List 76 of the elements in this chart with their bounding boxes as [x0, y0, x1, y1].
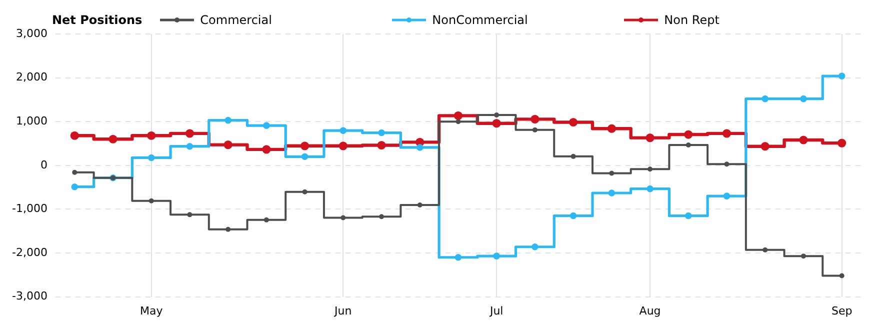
point: [456, 119, 461, 124]
point: [379, 214, 384, 220]
point: [608, 190, 616, 196]
point: [300, 142, 310, 150]
point: [454, 254, 462, 261]
point: [264, 217, 269, 222]
point: [532, 127, 538, 132]
point: [493, 252, 500, 260]
point: [686, 142, 691, 148]
point: [148, 154, 155, 162]
point: [570, 154, 576, 159]
point: [762, 95, 768, 102]
point: [609, 170, 614, 176]
x-tick-label: Aug: [639, 304, 661, 318]
point: [799, 136, 808, 144]
y-tick-label: 3,000: [16, 26, 48, 40]
point: [760, 142, 770, 151]
y-tick-label: -3,000: [12, 290, 48, 303]
point: [762, 247, 768, 252]
point: [70, 131, 79, 140]
point: [838, 138, 846, 148]
point: [224, 140, 232, 150]
legend-label: Non Rept: [664, 13, 720, 27]
point: [417, 202, 422, 208]
point: [108, 134, 118, 144]
point: [340, 127, 347, 134]
point: [185, 129, 194, 138]
point: [378, 129, 385, 136]
point: [377, 140, 386, 150]
point: [147, 131, 156, 140]
point: [226, 226, 231, 232]
point: [187, 212, 192, 218]
point: [338, 142, 348, 150]
point: [684, 212, 692, 220]
point: [530, 114, 540, 124]
point: [492, 119, 501, 128]
point: [800, 254, 806, 259]
point: [302, 189, 308, 194]
x-tick-label: Sep: [831, 304, 852, 318]
point: [800, 95, 807, 102]
point: [569, 118, 578, 127]
legend-label: NonCommercial: [432, 13, 528, 27]
x-tick-label: Jul: [488, 304, 504, 318]
point: [262, 145, 271, 154]
point: [684, 130, 693, 139]
point: [838, 72, 846, 80]
point: [301, 153, 308, 160]
y-tick-label: -2,000: [12, 246, 48, 259]
legend-title: Net Positions: [52, 13, 142, 27]
point: [723, 192, 730, 200]
point: [416, 144, 424, 151]
y-tick-label: 1,000: [16, 114, 48, 128]
point: [607, 124, 616, 133]
point: [186, 142, 194, 150]
point: [724, 162, 730, 167]
legend-label: Commercial: [200, 13, 272, 27]
point: [532, 243, 538, 250]
x-tick-label: May: [140, 304, 164, 318]
point: [648, 166, 653, 172]
y-tick-label: 2,000: [16, 70, 48, 84]
point: [340, 215, 346, 220]
y-tick-label: 0: [40, 158, 48, 172]
point: [263, 122, 270, 129]
point: [72, 170, 78, 175]
point: [839, 273, 844, 278]
point: [224, 116, 232, 124]
point: [570, 212, 577, 220]
point: [494, 112, 500, 118]
point: [646, 185, 654, 192]
point: [646, 134, 654, 142]
point: [148, 198, 154, 204]
point: [71, 183, 78, 190]
y-tick-label: -1,000: [12, 202, 48, 216]
point: [454, 111, 463, 120]
point: [722, 129, 732, 138]
x-tick-label: Jun: [334, 304, 352, 318]
